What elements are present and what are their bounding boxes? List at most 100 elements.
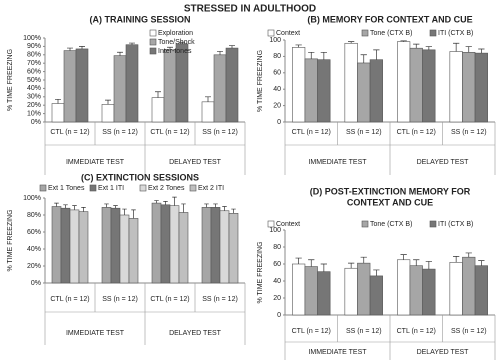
error-bar bbox=[63, 204, 68, 209]
panel-title: (B) MEMORY FOR CONTEXT AND CUE bbox=[307, 14, 472, 24]
legend-label: Context bbox=[276, 30, 300, 37]
y-tick-label: 50% bbox=[27, 77, 41, 84]
group-label: IMMEDIATE TEST bbox=[308, 349, 367, 356]
legend-swatch bbox=[429, 220, 437, 228]
error-bar bbox=[117, 51, 123, 56]
error-bar bbox=[154, 200, 159, 204]
legend-label: Ext 1 ITI bbox=[98, 185, 124, 192]
y-tick-label: 70% bbox=[27, 60, 41, 67]
bar bbox=[304, 58, 318, 123]
error-bar bbox=[295, 257, 302, 264]
y-axis-label: % TIME FREEZING bbox=[7, 49, 14, 111]
error-bar bbox=[205, 96, 211, 102]
legend-label: Ext 2 Tones bbox=[148, 185, 185, 192]
error-bar bbox=[204, 203, 209, 208]
bar bbox=[449, 51, 463, 123]
y-tick-label: 100% bbox=[23, 35, 41, 42]
bar bbox=[128, 218, 139, 284]
error-bar bbox=[308, 259, 315, 267]
y-tick-label: 40 bbox=[273, 278, 281, 285]
bar bbox=[69, 209, 80, 284]
error-bar bbox=[320, 51, 327, 60]
y-tick-label: 20% bbox=[27, 102, 41, 109]
legend-swatch bbox=[149, 29, 157, 37]
bar bbox=[60, 207, 71, 284]
legend-label: ITI (CTX B) bbox=[438, 30, 473, 37]
error-bar bbox=[167, 46, 173, 50]
x-tick-label: CTL (n = 12) bbox=[397, 129, 436, 136]
bar bbox=[219, 210, 230, 284]
legend-label: Ext 1 Tones bbox=[48, 185, 85, 192]
error-bar bbox=[373, 49, 380, 60]
group-label: DELAYED TEST bbox=[169, 159, 222, 166]
x-tick-label: CTL (n = 12) bbox=[292, 129, 331, 136]
bar bbox=[101, 104, 115, 123]
y-tick-label: 40 bbox=[273, 86, 281, 93]
error-bar bbox=[413, 259, 420, 266]
y-axis-label: % TIME FREEZING bbox=[257, 50, 264, 112]
bar bbox=[462, 51, 476, 123]
y-axis-label: % TIME FREEZING bbox=[7, 209, 14, 271]
group-label: IMMEDIATE TEST bbox=[66, 330, 125, 337]
bar bbox=[201, 207, 212, 284]
error-bar bbox=[122, 208, 127, 215]
bar bbox=[113, 55, 127, 123]
legend-label: Exploration bbox=[158, 30, 193, 37]
panel-title: (A) TRAINING SESSION bbox=[89, 14, 190, 24]
x-tick-label: SS (n = 12) bbox=[202, 129, 238, 136]
y-tick-label: 100 bbox=[269, 227, 281, 234]
y-tick-label: 20 bbox=[273, 295, 281, 302]
error-bar bbox=[373, 269, 380, 276]
bar bbox=[110, 207, 121, 284]
bar bbox=[228, 213, 239, 284]
bar bbox=[397, 41, 411, 123]
y-tick-label: 40% bbox=[27, 246, 41, 253]
y-tick-label: 80% bbox=[27, 52, 41, 59]
y-tick-label: 10% bbox=[27, 110, 41, 117]
y-tick-label: 80% bbox=[27, 212, 41, 219]
bar bbox=[344, 42, 358, 123]
error-bar bbox=[181, 203, 186, 213]
x-tick-label: CTL (n = 12) bbox=[150, 129, 189, 136]
y-axis-label: % TIME FREEZING bbox=[257, 241, 264, 303]
bar bbox=[151, 97, 165, 123]
bar bbox=[201, 101, 215, 123]
bar bbox=[317, 271, 331, 316]
bar bbox=[163, 49, 177, 123]
x-tick-label: CTL (n = 12) bbox=[50, 129, 89, 136]
legend-label: Tone (CTX B) bbox=[370, 221, 412, 228]
legend-swatch bbox=[149, 38, 157, 46]
error-bar bbox=[348, 41, 355, 44]
y-tick-label: 80 bbox=[273, 244, 281, 251]
error-bar bbox=[55, 98, 61, 104]
y-tick-label: 100% bbox=[23, 195, 41, 202]
bar bbox=[51, 206, 62, 284]
legend-swatch bbox=[189, 184, 197, 192]
error-bar bbox=[425, 261, 432, 270]
error-bar bbox=[320, 263, 327, 272]
legend-swatch bbox=[429, 29, 437, 37]
error-bar bbox=[400, 40, 407, 42]
bar bbox=[292, 263, 306, 316]
bar bbox=[422, 49, 436, 123]
bar bbox=[78, 211, 89, 284]
bar bbox=[178, 212, 189, 284]
panel-title: CONTEXT AND CUE bbox=[347, 197, 433, 207]
panel-title: (D) POST-EXTINCTION MEMORY FOR bbox=[310, 186, 471, 196]
group-label: IMMEDIATE TEST bbox=[66, 159, 125, 166]
bar bbox=[369, 59, 383, 123]
y-tick-label: 0% bbox=[31, 119, 41, 126]
bar bbox=[225, 47, 239, 123]
x-tick-label: SS (n = 12) bbox=[202, 296, 238, 303]
y-tick-label: 0% bbox=[31, 280, 41, 287]
bar bbox=[474, 52, 488, 123]
x-tick-label: SS (n = 12) bbox=[451, 129, 487, 136]
y-tick-label: 60 bbox=[273, 70, 281, 77]
legend-swatch bbox=[139, 184, 147, 192]
y-tick-label: 80 bbox=[273, 53, 281, 60]
error-bar bbox=[413, 43, 420, 49]
error-bar bbox=[81, 207, 86, 212]
y-tick-label: 90% bbox=[27, 43, 41, 50]
x-tick-label: CTL (n = 12) bbox=[150, 296, 189, 303]
legend-swatch bbox=[149, 47, 157, 55]
